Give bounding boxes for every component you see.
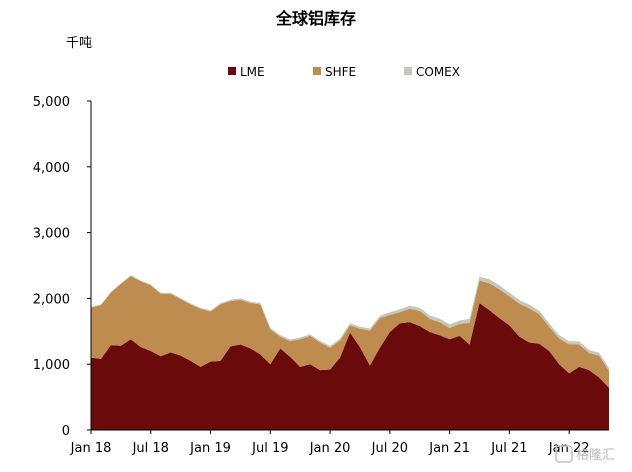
y-tick-labels: 0 1,000 2,000 3,000 4,000 5,000 xyxy=(33,95,70,439)
y-tick-label: 2,000 xyxy=(33,292,70,307)
legend: LME SHFE COMEX xyxy=(228,65,460,79)
legend-swatch-lme xyxy=(228,67,236,75)
y-tick-label: 1,000 xyxy=(33,358,70,373)
chart-title: 全球铝库存 xyxy=(275,9,356,28)
x-tick-label: Jan 20 xyxy=(309,441,351,456)
y-axis-unit-label: 千吨 xyxy=(66,36,92,51)
x-tick-label: Jan 18 xyxy=(70,441,112,456)
area-series-lme xyxy=(91,303,609,430)
x-tick-label: Jul 18 xyxy=(132,441,169,456)
y-tick-label: 5,000 xyxy=(33,95,70,110)
watermark: 格隆汇 xyxy=(555,445,615,463)
x-tick-label: Jan 21 xyxy=(428,441,470,456)
legend-label-shfe: SHFE xyxy=(325,65,356,79)
x-tick-label: Jul 19 xyxy=(251,441,288,456)
area-series-shfe xyxy=(91,276,609,388)
y-tick-label: 0 xyxy=(62,424,70,439)
legend-swatch-comex xyxy=(404,67,412,75)
x-tick-label: Jan 22 xyxy=(548,441,590,456)
y-tick-label: 3,000 xyxy=(33,227,70,242)
legend-label-comex: COMEX xyxy=(416,65,460,79)
x-tick-label: Jul 20 xyxy=(371,441,408,456)
legend-item-comex: COMEX xyxy=(404,65,460,79)
legend-item-lme: LME xyxy=(228,65,265,79)
legend-swatch-shfe xyxy=(313,67,321,75)
plot-area xyxy=(91,275,609,430)
watermark-logo-icon xyxy=(555,445,573,463)
watermark-text: 格隆汇 xyxy=(576,447,615,463)
axes xyxy=(87,100,609,434)
x-tick-label: Jan 19 xyxy=(189,441,231,456)
legend-label-lme: LME xyxy=(240,65,265,79)
y-tick-label: 4,000 xyxy=(33,161,70,176)
x-tick-labels: Jan 18 Jul 18 Jan 19 Jul 19 Jan 20 Jul 20 Jan … xyxy=(70,441,590,456)
x-tick-label: Jul 21 xyxy=(490,441,527,456)
legend-item-shfe: SHFE xyxy=(313,65,356,79)
